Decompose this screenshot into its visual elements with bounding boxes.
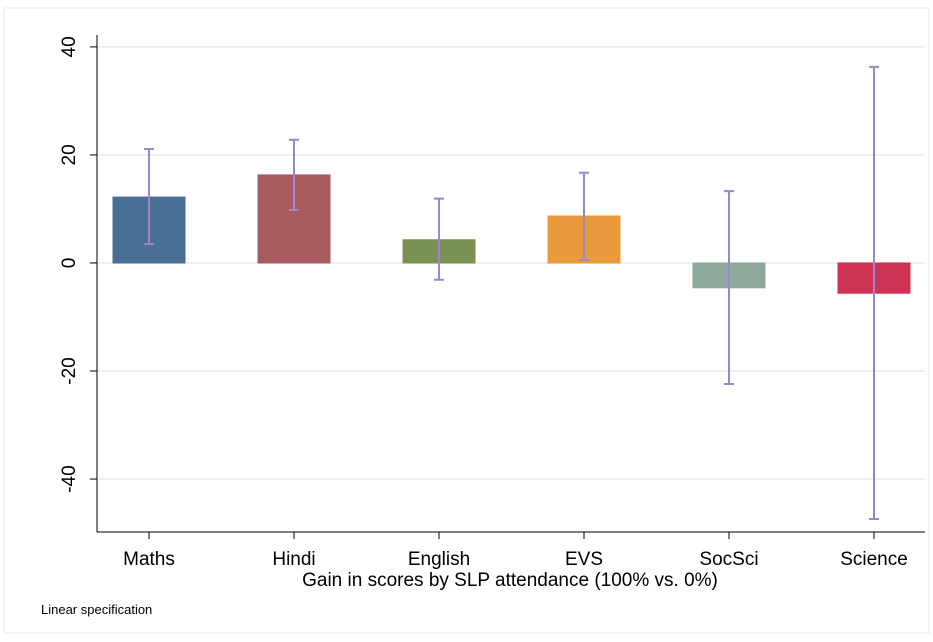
x-axis-label: Gain in scores by SLP attendance (100% v… — [302, 570, 718, 591]
x-tick-label: Hindi — [272, 549, 315, 570]
y-tick-label: 20 — [59, 144, 80, 165]
y-tick-label: -20 — [59, 357, 80, 384]
x-tick-label: Maths — [123, 549, 175, 570]
y-tick-label: -40 — [59, 465, 80, 492]
y-tick-label: 0 — [59, 258, 80, 269]
error-bar — [144, 147, 154, 246]
x-tick-label: SocSci — [699, 549, 758, 570]
x-tick-label: EVS — [565, 549, 603, 570]
error-bar — [289, 138, 299, 212]
error-bar — [724, 190, 734, 385]
note: Linear specification — [41, 602, 152, 617]
error-bar — [434, 197, 444, 281]
y-tick-label: 40 — [59, 36, 80, 57]
error-bar — [579, 171, 589, 261]
x-tick-label: English — [408, 549, 470, 570]
background — [3, 7, 930, 634]
x-tick-label: Science — [840, 549, 908, 570]
error-bar — [869, 65, 879, 521]
